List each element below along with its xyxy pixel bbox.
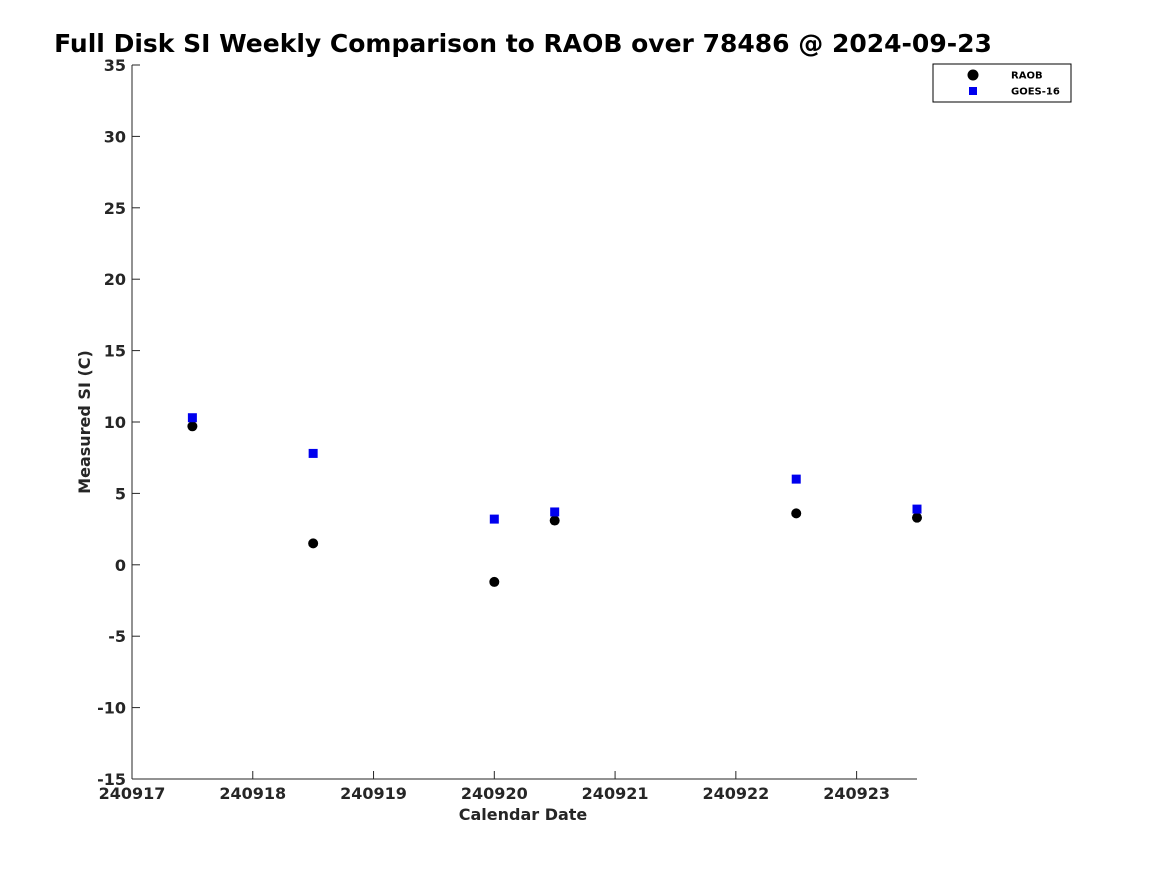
- legend-goes-marker: [969, 87, 977, 95]
- y-tick-label: -10: [97, 699, 126, 718]
- y-tick-label: 10: [104, 413, 126, 432]
- x-tick-label: 240917: [99, 784, 166, 803]
- x-tick-label: 240922: [702, 784, 769, 803]
- goes-point: [912, 504, 922, 514]
- legend-label: GOES-16: [1011, 87, 1060, 98]
- y-tick-label: -15: [97, 770, 126, 789]
- goes-point: [550, 507, 560, 517]
- y-tick-label: 15: [104, 342, 126, 361]
- y-tick-label: -5: [108, 627, 126, 646]
- raob-point: [549, 515, 560, 526]
- legend-label: RAOB: [1011, 71, 1043, 82]
- x-tick-label: 240919: [340, 784, 407, 803]
- x-tick-label: 240918: [219, 784, 286, 803]
- x-axis-label: Calendar Date: [459, 805, 588, 824]
- raob-point: [912, 512, 922, 523]
- x-tick-label: 240923: [823, 784, 890, 803]
- raob-point: [489, 576, 500, 587]
- raob-point: [308, 538, 319, 549]
- goes-point: [308, 448, 318, 458]
- data-points: [187, 413, 922, 587]
- goes-point: [187, 413, 197, 423]
- y-tick-label: 5: [115, 484, 126, 503]
- chart-title: Full Disk SI Weekly Comparison to RAOB o…: [54, 29, 992, 58]
- y-tick-label: 25: [104, 199, 126, 218]
- legend-raob-marker: [967, 69, 979, 81]
- goes-point: [791, 474, 801, 484]
- y-axis-label: Measured SI (C): [75, 350, 94, 494]
- goes-point: [489, 514, 499, 524]
- legend: RAOB GOES-16: [932, 63, 1072, 103]
- y-tick-label: 30: [104, 127, 126, 146]
- y-tick-label: 0: [115, 556, 126, 575]
- axes: [131, 65, 917, 780]
- raob-point: [187, 421, 198, 432]
- y-tick-label: 20: [104, 270, 126, 289]
- x-tick-label: 240920: [461, 784, 528, 803]
- x-axis-ticks: 240917 240918 240919 240920 240921 240922 2409…: [99, 771, 890, 803]
- y-axis-ticks: -15 -10 -5 0 5 10 15 20 25 30 35: [97, 56, 140, 789]
- y-tick-label: 35: [104, 56, 126, 75]
- legend-box: [932, 63, 1072, 103]
- x-tick-label: 240921: [582, 784, 649, 803]
- raob-point: [791, 508, 802, 519]
